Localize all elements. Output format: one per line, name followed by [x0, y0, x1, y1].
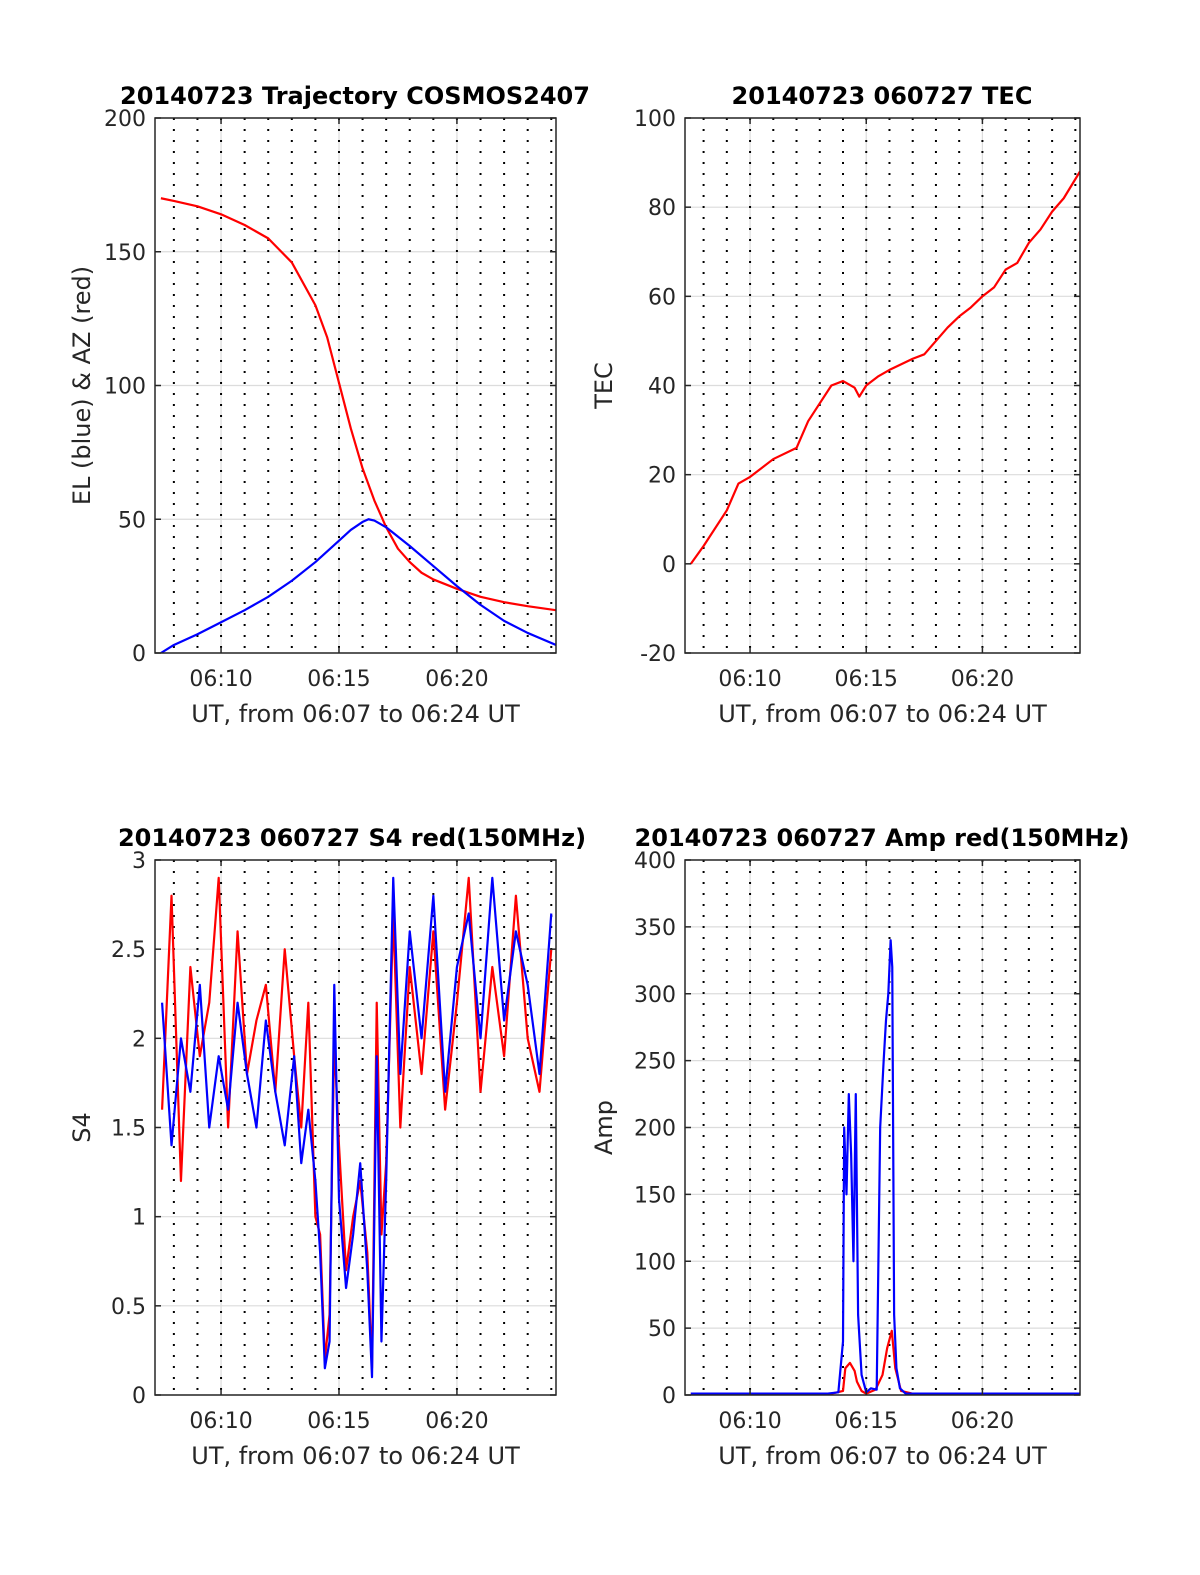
panel-title: 20140723 060727 TEC: [732, 82, 1033, 110]
y-tick-label: 350: [634, 916, 676, 941]
y-tick-label: 100: [634, 107, 676, 132]
x-axis-label: UT, from 06:07 to 06:24 UT: [191, 700, 520, 728]
y-axis-label: TEC: [590, 362, 618, 410]
y-tick-label: 2.5: [111, 938, 146, 963]
y-tick-label: 400: [634, 849, 676, 874]
x-tick-label: 06:15: [835, 667, 898, 692]
x-axis-label: UT, from 06:07 to 06:24 UT: [718, 700, 1047, 728]
series-blue-line: [160, 518, 556, 653]
y-axis-label: S4: [68, 1112, 96, 1143]
series-blue-line: [690, 939, 1080, 1395]
y-tick-label: 50: [648, 1317, 676, 1342]
x-tick-label: 06:15: [835, 1409, 898, 1434]
y-tick-label: 0: [662, 553, 676, 578]
y-tick-label: 100: [634, 1250, 676, 1275]
y-tick-label: 200: [634, 1117, 676, 1142]
y-axis-label: EL (blue) & AZ (red): [68, 266, 96, 505]
x-tick-label: 06:20: [951, 667, 1014, 692]
x-tick-label: 06:20: [425, 667, 488, 692]
y-tick-label: 2: [132, 1027, 146, 1052]
x-tick-label: 06:10: [189, 667, 252, 692]
y-tick-label: 150: [634, 1183, 676, 1208]
y-tick-label: 50: [118, 508, 146, 533]
x-axis-label: UT, from 06:07 to 06:24 UT: [191, 1442, 520, 1470]
panel-amp: 0 50 100 150 200 250 300 350 400 06:10 06:15 06:20 U…: [590, 824, 1129, 1470]
y-tick-label: 300: [634, 983, 676, 1008]
series-blue-line: [160, 876, 553, 1379]
y-axis-label: Amp: [590, 1100, 618, 1155]
y-tick-label: 100: [104, 375, 146, 400]
y-tick-label: 0: [132, 642, 146, 667]
y-tick-label: 150: [104, 241, 146, 266]
x-tick-label: 06:20: [425, 1409, 488, 1434]
x-tick-label: 06:15: [307, 1409, 370, 1434]
y-tick-label: 250: [634, 1050, 676, 1075]
series-red-line: [689, 170, 1080, 565]
y-tick-label: 0: [662, 1384, 676, 1409]
panel-trajectory: 0 50 100 150 200 06:10 06:15 06:20 UT, from 06:0…: [68, 82, 590, 728]
y-tick-label: 1.5: [111, 1117, 146, 1142]
y-tick-label: 40: [648, 375, 676, 400]
y-tick-label: -20: [640, 642, 676, 667]
x-tick-label: 06:10: [718, 1409, 781, 1434]
panel-title: 20140723 Trajectory COSMOS2407: [120, 82, 590, 110]
panel-title: 20140723 060727 S4 red(150MHz): [118, 824, 586, 852]
y-tick-label: 1: [132, 1206, 146, 1231]
y-tick-label: 200: [104, 107, 146, 132]
x-tick-label: 06:10: [189, 1409, 252, 1434]
y-tick-label: 60: [648, 285, 676, 310]
panel-s4: 0 0.5 1 1.5 2 2.5 3 06:10 06:15 06:20 UT, from 06:…: [68, 824, 586, 1470]
x-tick-label: 06:20: [951, 1409, 1014, 1434]
x-axis-label: UT, from 06:07 to 06:24 UT: [718, 1442, 1047, 1470]
x-tick-label: 06:10: [718, 667, 781, 692]
x-tick-label: 06:15: [307, 667, 370, 692]
panel-title: 20140723 060727 Amp red(150MHz): [635, 824, 1130, 852]
y-tick-label: 80: [648, 196, 676, 221]
y-tick-label: 20: [648, 464, 676, 489]
panel-tec: -20 0 20 40 60 80 100 06:10 06:15 06:20 UT, from 0…: [590, 82, 1081, 728]
y-tick-label: 0.5: [111, 1295, 146, 1320]
y-tick-label: 3: [132, 849, 146, 874]
y-tick-label: 0: [132, 1384, 146, 1409]
